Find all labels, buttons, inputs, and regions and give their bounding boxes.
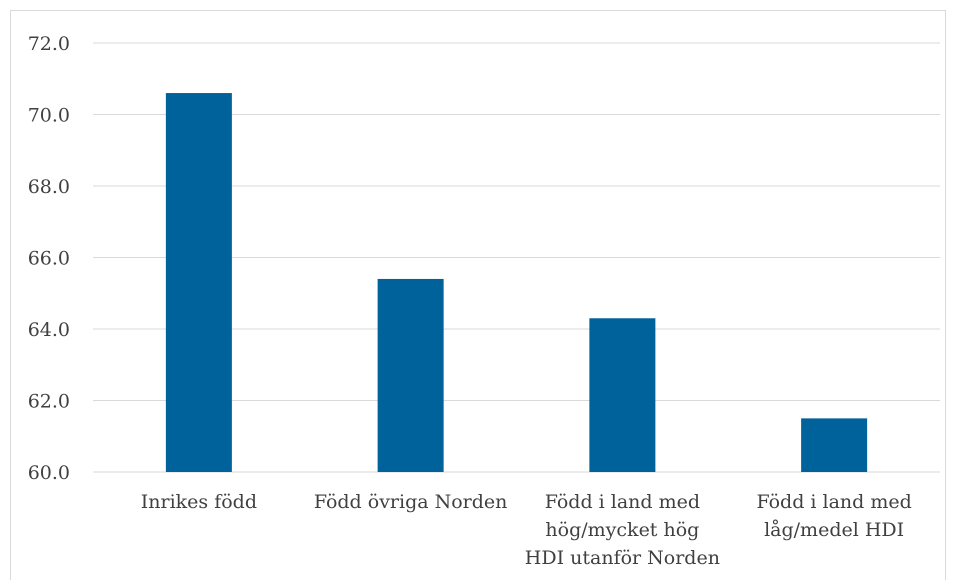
- y-tick-label: 72.0: [28, 33, 70, 55]
- x-category-label: Född övriga Norden: [314, 491, 508, 513]
- x-category-label: Född i land med hög/mycket hög HDI utanför…: [525, 491, 720, 569]
- y-tick-label: 60.0: [28, 462, 70, 484]
- bars: [165, 93, 868, 473]
- y-tick-label: 68.0: [28, 176, 70, 198]
- y-axis-ticks: 60.0 62.0 64.0 66.0 68.0 70.0 72.0: [28, 33, 70, 484]
- y-tick-label: 66.0: [28, 248, 70, 270]
- y-tick-label: 64.0: [28, 319, 70, 341]
- gridlines: [93, 42, 940, 473]
- bar: [801, 418, 868, 472]
- bar: [589, 318, 656, 472]
- x-category-label: Född i land med låg/medel HDI: [756, 491, 911, 541]
- y-tick-label: 62.0: [28, 391, 70, 413]
- x-category-label: Inrikes född: [141, 491, 257, 513]
- bar: [165, 93, 232, 473]
- bar: [377, 278, 444, 472]
- x-axis-labels: Inrikes född Född övriga Norden Född i lan…: [141, 491, 912, 569]
- y-tick-label: 70.0: [28, 105, 70, 127]
- chart-frame: [10, 10, 946, 580]
